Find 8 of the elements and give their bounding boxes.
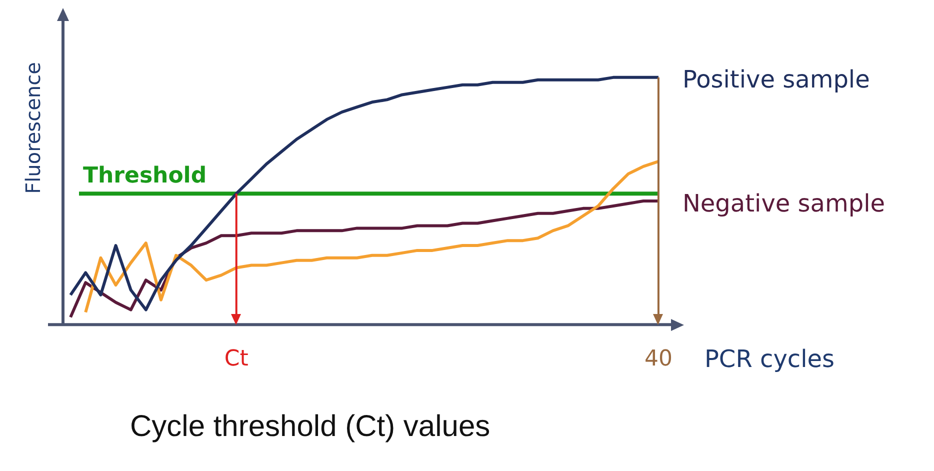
x-tick-label: 40 <box>644 346 672 372</box>
ref-line-label: Threshold <box>83 163 207 188</box>
y-axis-title: Fluorescence <box>21 62 46 194</box>
x-tick-label: Ct <box>224 346 249 372</box>
series-label: Positive sample <box>682 66 870 94</box>
series-label: Negative sample <box>682 189 886 218</box>
text: Cycle threshold (Ct) values <box>130 410 490 444</box>
x-axis-title: PCR cycles <box>704 344 835 373</box>
